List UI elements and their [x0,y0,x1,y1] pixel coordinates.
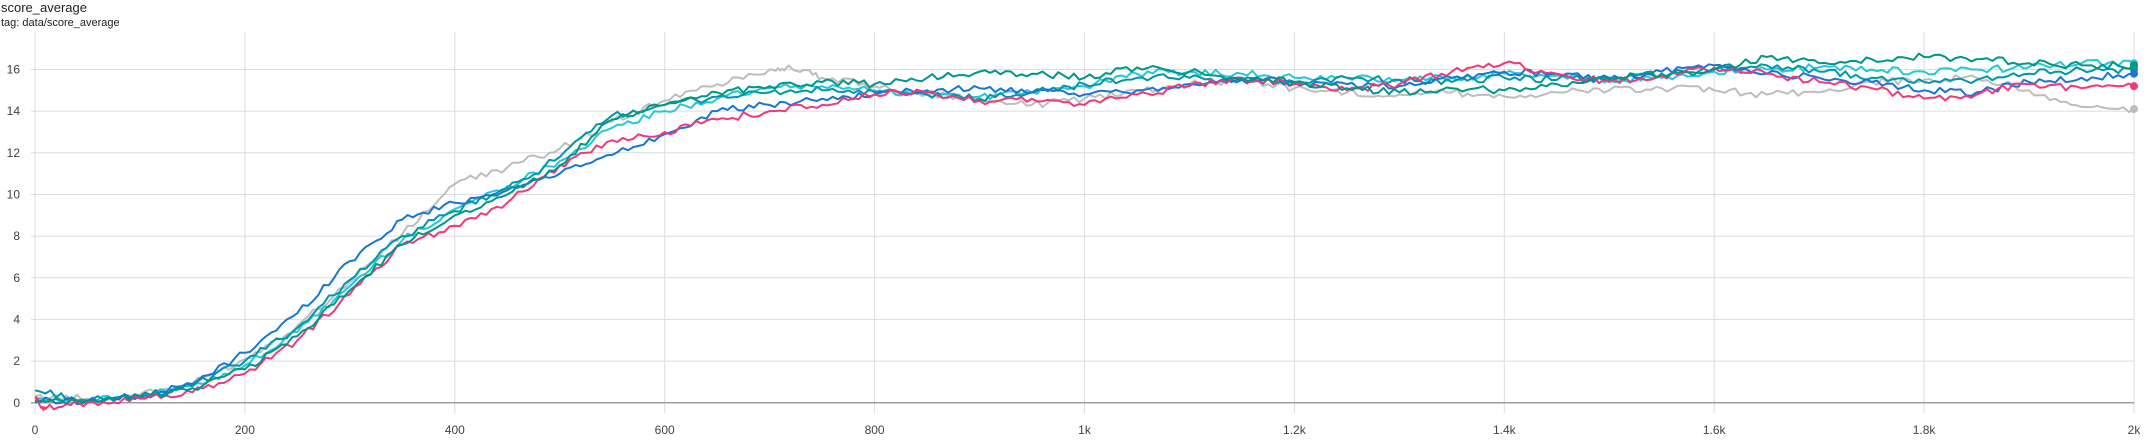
x-tick-label: 1.2k [1283,423,1307,437]
series-line-5 [34,60,2135,412]
y-tick-label: 4 [13,312,20,326]
series-endpoint-1 [2130,105,2138,114]
series-endpoint-4 [2130,69,2138,78]
x-tick-label: 2k [2128,423,2142,437]
chart-tag: tag: data/score_average [1,17,120,29]
chart-title: score_average [1,0,87,15]
series-line-2 [34,58,2135,405]
x-tick-label: 800 [865,423,885,437]
y-tick-label: 10 [7,187,21,201]
series-endpoint-6 [2130,61,2138,70]
series-line-3 [34,63,2135,403]
series-line-4 [34,63,2135,406]
series-endpoint-5 [2130,82,2138,91]
y-tick-label: 12 [7,146,21,160]
series-layer [34,52,2138,412]
x-tick-label: 1.4k [1493,423,1517,437]
y-tick-label: 6 [13,271,20,285]
y-tick-label: 8 [13,229,20,243]
x-tick-label: 600 [655,423,675,437]
series-line-6 [34,52,2135,405]
x-tick-label: 200 [235,423,255,437]
y-tick-label: 14 [7,104,21,118]
x-tick-label: 1k [1078,423,1092,437]
x-tick-label: 0 [32,423,39,437]
y-tick-label: 16 [7,62,21,76]
y-tick-label: 0 [13,396,20,410]
y-tick-label: 2 [13,354,20,368]
x-tick-label: 400 [445,423,465,437]
x-tick-label: 1.6k [1703,423,1727,437]
tick-layer: 0 200 400 600 800 1k 1.2k 1.4k 1.6k 1.8k 2k 0 2 4 6 8 10… [7,62,2142,437]
x-tick-label: 1.8k [1913,423,1937,437]
grid-layer [31,32,2135,413]
